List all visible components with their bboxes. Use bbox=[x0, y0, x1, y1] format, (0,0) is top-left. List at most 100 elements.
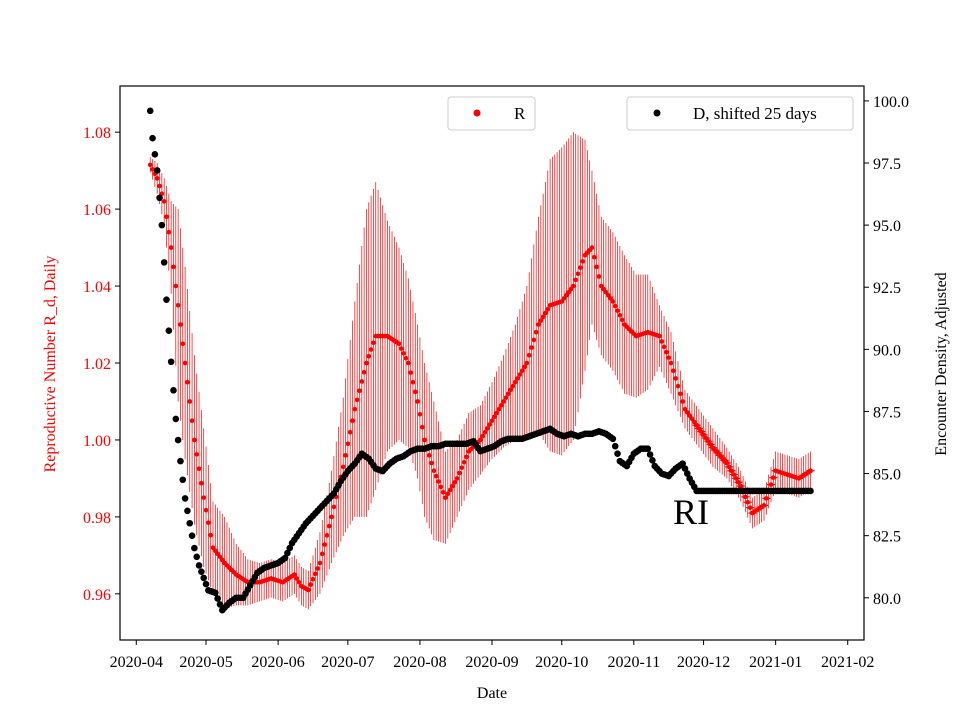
x-axis-label: Date bbox=[477, 685, 507, 702]
r-data-point bbox=[371, 340, 376, 346]
r-data-point bbox=[194, 452, 200, 457]
r-data-point bbox=[178, 322, 183, 327]
r-data-point bbox=[680, 399, 685, 404]
r-data-point bbox=[594, 264, 599, 270]
r-data-point bbox=[736, 479, 741, 485]
r-data-point bbox=[426, 453, 432, 458]
d-data-point bbox=[200, 574, 207, 582]
r-data-point bbox=[354, 397, 360, 403]
r-data-point bbox=[764, 496, 769, 501]
d-data-point bbox=[167, 358, 175, 366]
d-data-point bbox=[286, 544, 294, 552]
r-data-point bbox=[352, 406, 358, 412]
r-data-point bbox=[317, 560, 323, 566]
x-tick-label: 2020-10 bbox=[535, 654, 588, 671]
d-data-point bbox=[644, 445, 652, 453]
r-data-point bbox=[187, 399, 193, 404]
d-data-point bbox=[191, 544, 198, 552]
r-data-point bbox=[364, 360, 369, 366]
d-data-point bbox=[158, 221, 166, 229]
r-data-point bbox=[478, 437, 483, 443]
r-data-point bbox=[531, 337, 537, 343]
r-data-point bbox=[417, 411, 423, 417]
r-data-point bbox=[422, 437, 427, 443]
r-data-point bbox=[480, 433, 486, 439]
r-data-point bbox=[399, 346, 404, 351]
r-data-point bbox=[496, 406, 502, 412]
r-data-point bbox=[306, 587, 311, 593]
r-data-point bbox=[408, 370, 413, 375]
r-data-point bbox=[540, 314, 546, 320]
r-data-point bbox=[745, 499, 751, 505]
r-data-point bbox=[343, 453, 348, 458]
r-data-point bbox=[724, 460, 730, 466]
r-data-point bbox=[610, 299, 616, 304]
r-data-point bbox=[705, 438, 711, 444]
r-data-point bbox=[589, 245, 595, 250]
r-data-point bbox=[161, 199, 167, 204]
r-data-point bbox=[201, 495, 206, 500]
r-data-point bbox=[331, 504, 337, 510]
legend-r: R bbox=[447, 96, 536, 131]
right-y-tick-label: 92.5 bbox=[873, 280, 901, 297]
r-data-point bbox=[489, 418, 495, 424]
d-data-point bbox=[646, 451, 654, 458]
r-data-point bbox=[596, 274, 602, 279]
r-data-point bbox=[315, 566, 320, 571]
d-data-point bbox=[214, 595, 221, 602]
d-data-point bbox=[807, 487, 814, 495]
r-data-point bbox=[459, 465, 465, 470]
d-data-point bbox=[284, 549, 291, 557]
legend-r-marker bbox=[473, 109, 481, 117]
r-data-point bbox=[443, 495, 448, 500]
left-y-tick-label: 1.06 bbox=[83, 202, 111, 219]
r-data-point bbox=[406, 360, 411, 366]
r-data-point bbox=[726, 464, 732, 470]
r-data-point bbox=[431, 468, 437, 474]
right-y-tick-label: 95.0 bbox=[873, 218, 901, 235]
d-data-point bbox=[212, 589, 219, 597]
right-y-tick-label: 90.0 bbox=[873, 342, 901, 359]
legend-r-label: R bbox=[514, 104, 526, 123]
r-data-point bbox=[445, 491, 451, 497]
r-data-point bbox=[347, 429, 353, 435]
r-data-point bbox=[708, 442, 713, 447]
r-data-point bbox=[189, 418, 195, 424]
legend-d-label: D, shifted 25 days bbox=[693, 104, 817, 123]
r-data-point bbox=[208, 532, 213, 538]
r-series-points bbox=[147, 162, 813, 593]
d-data-point bbox=[649, 457, 656, 464]
r-data-point bbox=[292, 572, 297, 577]
r-data-point bbox=[691, 419, 697, 425]
r-data-point bbox=[494, 410, 499, 416]
state-annotation: RI bbox=[673, 492, 709, 532]
r-data-point bbox=[192, 437, 197, 443]
r-data-point bbox=[543, 310, 548, 316]
r-data-point bbox=[359, 379, 365, 384]
legend-d: D, shifted 25 days bbox=[626, 96, 854, 131]
r-data-point bbox=[808, 468, 813, 474]
x-tick-label: 2020-11 bbox=[607, 654, 660, 671]
d-data-point bbox=[193, 553, 201, 561]
d-data-point bbox=[186, 519, 194, 527]
left-y-tick-label: 0.98 bbox=[83, 510, 111, 527]
r-data-point bbox=[698, 429, 704, 434]
d-data-point bbox=[188, 532, 196, 539]
r-data-point bbox=[485, 426, 490, 431]
r-data-point bbox=[666, 355, 671, 360]
r-data-point bbox=[747, 505, 753, 510]
r-data-point bbox=[657, 333, 662, 339]
r-data-point bbox=[508, 387, 513, 393]
right-y-axis-label: Encounter Density, Adjusted bbox=[933, 272, 950, 455]
right-y-tick-label: 82.5 bbox=[873, 529, 901, 546]
d-data-point bbox=[611, 442, 619, 450]
r-data-point bbox=[403, 355, 409, 361]
r-data-point bbox=[545, 306, 551, 312]
r-data-point bbox=[694, 422, 699, 428]
left-y-tick-label: 1.00 bbox=[83, 433, 111, 450]
r-data-point bbox=[415, 399, 420, 404]
r-data-point bbox=[410, 379, 416, 385]
d-data-point bbox=[177, 457, 184, 465]
r-data-point bbox=[682, 406, 688, 412]
r-data-point bbox=[536, 322, 541, 327]
